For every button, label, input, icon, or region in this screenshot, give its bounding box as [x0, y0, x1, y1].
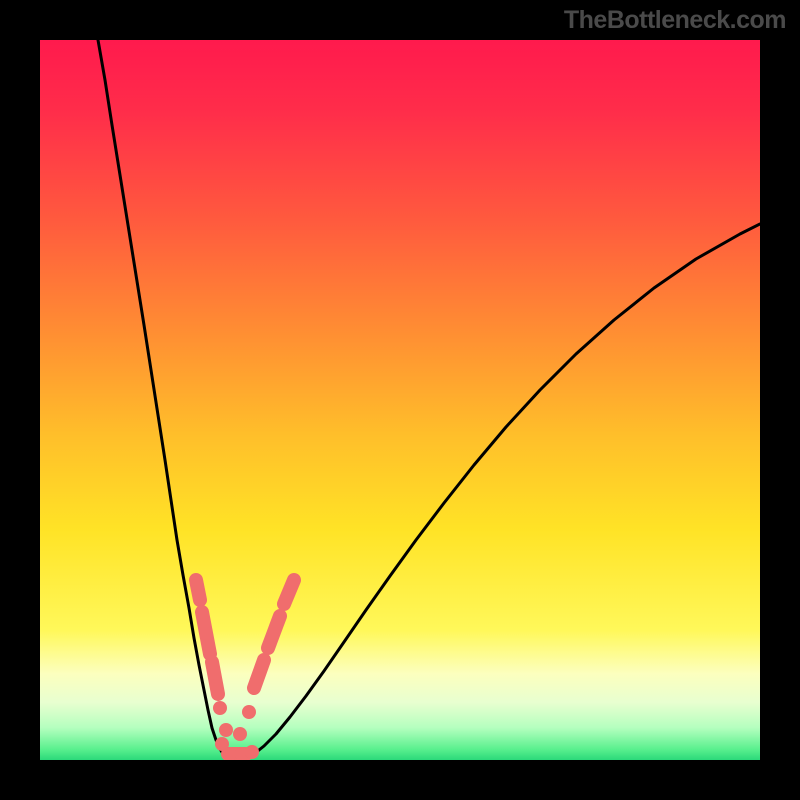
chart-frame: TheBottleneck.com: [0, 0, 800, 800]
marker-dot: [219, 723, 233, 737]
marker-capsule: [212, 662, 218, 694]
marker-capsule: [202, 612, 210, 654]
marker-dot: [242, 705, 256, 719]
chart-svg: [40, 40, 760, 760]
marker-dot: [245, 745, 259, 759]
marker-dot: [233, 727, 247, 741]
marker-capsule: [196, 580, 200, 600]
marker-layer: [196, 580, 294, 760]
watermark-text: TheBottleneck.com: [564, 6, 786, 35]
marker-capsule: [284, 580, 294, 604]
bottleneck-curve-right: [236, 224, 760, 760]
marker-capsule: [268, 616, 280, 648]
marker-dot: [213, 701, 227, 715]
marker-capsule: [254, 660, 264, 688]
plot-area: [40, 40, 760, 760]
